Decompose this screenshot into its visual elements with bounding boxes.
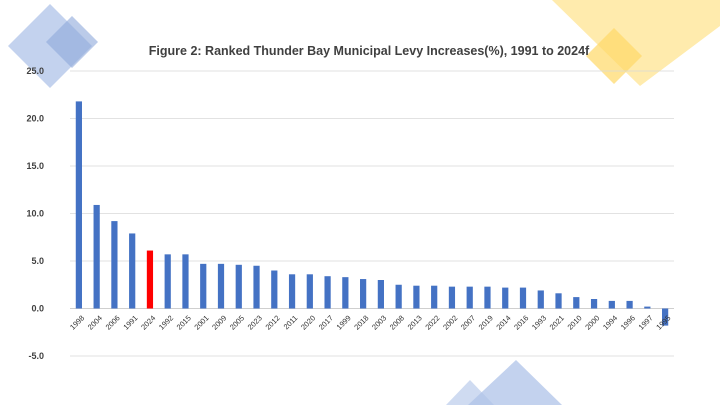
y-tick-label: 5.0 [31, 256, 44, 266]
x-category-label: 1994 [601, 314, 619, 332]
x-category-label: 2016 [512, 314, 530, 332]
bar-1995 [662, 308, 669, 326]
x-category-label: 2011 [282, 314, 300, 332]
x-category-label: 1992 [157, 314, 175, 332]
bar-1997 [644, 306, 651, 309]
x-category-label: 1997 [637, 314, 655, 332]
bar-2003 [377, 280, 384, 309]
x-category-label: 1996 [619, 314, 637, 332]
x-category-label: 2024 [139, 314, 157, 332]
bar-2010 [573, 297, 580, 309]
x-category-label: 1999 [335, 314, 353, 332]
x-category-label: 1991 [121, 314, 139, 332]
bar-2023 [253, 265, 260, 309]
bars [75, 101, 669, 326]
bar-2016 [519, 287, 527, 309]
x-category-label: 2004 [86, 314, 104, 332]
x-category-label: 2013 [406, 314, 424, 332]
bar-2005 [235, 264, 242, 309]
bar-2015 [182, 254, 189, 309]
x-category-label: 1998 [68, 314, 86, 332]
x-category-label: 2018 [352, 314, 370, 332]
x-category-label: 2010 [565, 314, 583, 332]
bar-2022 [431, 285, 438, 309]
bar-2020 [306, 274, 313, 309]
decor-diamond-blue-bottom-large [468, 360, 562, 405]
y-axis-ticks: 25.0 20.0 15.0 10.0 5.0 0.0 -5.0 [26, 66, 44, 361]
bar-2013 [413, 285, 420, 309]
x-category-label: 2014 [494, 314, 512, 332]
x-category-label: 2023 [246, 314, 264, 332]
x-category-label: 2012 [263, 314, 281, 332]
x-category-label: 2007 [459, 314, 477, 332]
bar-2019 [484, 286, 491, 309]
x-category-label: 2000 [583, 314, 601, 332]
bar-2011 [288, 274, 296, 309]
y-tick-label: 10.0 [26, 209, 44, 219]
bar-2021 [555, 293, 562, 309]
bar-2014 [502, 287, 509, 309]
decor-diamond-blue-bottom-small [446, 380, 494, 405]
x-category-label: 2008 [388, 314, 406, 332]
bar-2000 [590, 299, 598, 309]
x-category-label: 1995 [654, 314, 672, 332]
y-tick-label: 20.0 [26, 114, 44, 124]
bar-2012 [271, 270, 278, 309]
x-category-label: 2019 [477, 314, 495, 332]
bar-2004 [93, 204, 100, 309]
bar-1994 [608, 300, 615, 309]
x-category-label: 2021 [548, 314, 566, 332]
x-category-label: 2022 [423, 314, 441, 332]
chart-title: Figure 2: Ranked Thunder Bay Municipal L… [149, 44, 590, 58]
bar-2017 [324, 276, 331, 309]
decor-diamond-yellow-large [552, 0, 720, 86]
x-category-label: 2003 [370, 314, 388, 332]
y-tick-label: 25.0 [26, 66, 44, 76]
x-category-label: 1993 [530, 314, 548, 332]
bar-2001 [200, 263, 207, 309]
bar-1996 [626, 300, 633, 309]
x-category-label: 2017 [317, 314, 335, 332]
bar-2002 [448, 286, 456, 309]
bar-2006 [111, 221, 118, 309]
bar-1998 [75, 101, 82, 309]
x-axis-categories: 1998 2004 2006 1991 2024 1992 2015 2001 2009 2005… [68, 314, 672, 332]
x-category-label: 2020 [299, 314, 317, 332]
x-category-label: 2005 [228, 314, 246, 332]
bar-2008 [395, 284, 402, 309]
decor-diamond-blue-small [46, 16, 98, 68]
y-tick-label: 0.0 [31, 304, 44, 314]
bar-2007 [466, 286, 473, 309]
x-category-label: 2001 [192, 314, 210, 332]
bar-1992 [164, 254, 171, 309]
bar-2018 [360, 279, 367, 309]
bar-2009 [217, 263, 225, 309]
bar-1999 [342, 277, 349, 309]
x-category-label: 2006 [104, 314, 122, 332]
bar-2024 [146, 250, 154, 309]
x-category-label: 2015 [175, 314, 193, 332]
y-tick-label: 15.0 [26, 161, 44, 171]
x-category-label: 2002 [441, 314, 459, 332]
x-category-label: 2009 [210, 314, 228, 332]
bar-1991 [129, 233, 136, 309]
gridlines [70, 70, 674, 357]
y-tick-label: -5.0 [28, 351, 44, 361]
decor-diamond-yellow-small [586, 28, 642, 84]
bar-1993 [537, 290, 544, 309]
